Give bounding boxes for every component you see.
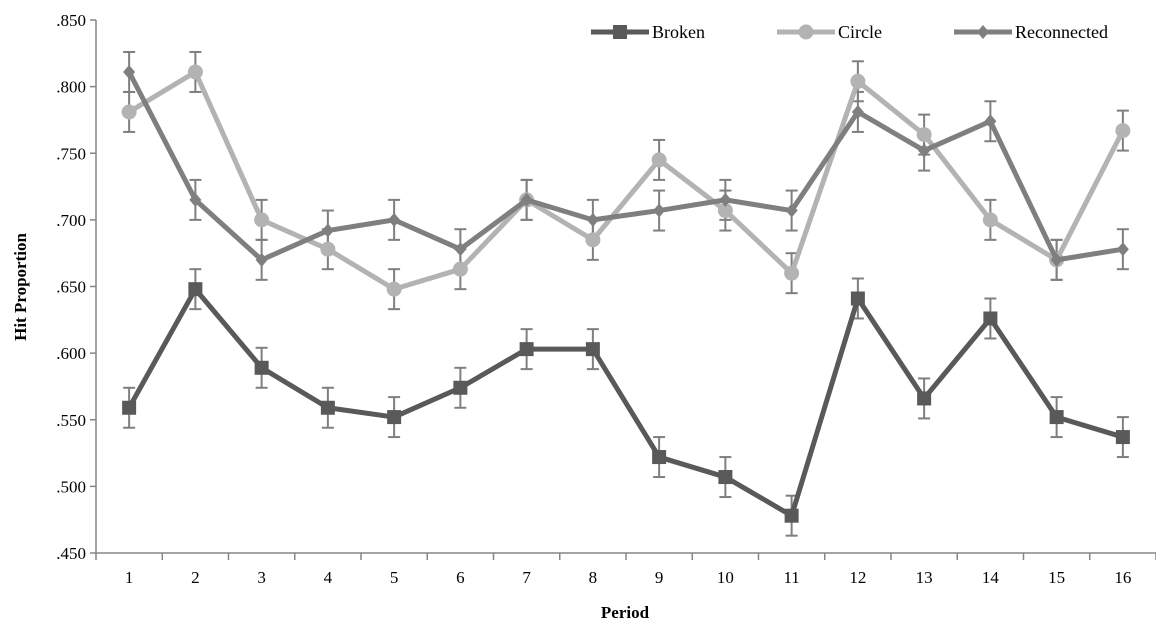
x-tick-label: 6 bbox=[456, 568, 465, 587]
y-tick-label: .800 bbox=[56, 78, 86, 97]
legend: Broken Circle Reconnected bbox=[591, 22, 1108, 42]
legend-label: Circle bbox=[838, 22, 882, 42]
data-point-broken bbox=[983, 311, 998, 326]
y-tick-label: .850 bbox=[56, 11, 86, 30]
x-tick-label: 11 bbox=[783, 568, 799, 587]
data-point-circle bbox=[187, 64, 203, 80]
data-point-broken bbox=[850, 291, 865, 306]
data-point-broken bbox=[254, 360, 269, 375]
x-tick-label: 3 bbox=[257, 568, 266, 587]
data-point-reconnected bbox=[851, 104, 864, 119]
data-point-broken bbox=[718, 470, 733, 485]
data-point-circle bbox=[452, 261, 468, 277]
x-axis-title: Period bbox=[601, 603, 650, 621]
y-tick-label: .550 bbox=[56, 411, 86, 430]
data-point-circle bbox=[386, 281, 402, 297]
data-point-circle bbox=[121, 104, 137, 120]
data-point-circle bbox=[784, 265, 800, 281]
data-point-broken bbox=[519, 342, 534, 357]
data-point-reconnected bbox=[454, 242, 467, 257]
legend-item-broken: Broken bbox=[591, 22, 705, 42]
data-point-broken bbox=[1115, 430, 1130, 445]
legend-marker bbox=[977, 25, 989, 39]
data-point-reconnected bbox=[1050, 252, 1063, 267]
data-point-broken bbox=[784, 508, 799, 523]
data-point-broken bbox=[585, 342, 600, 357]
data-point-reconnected bbox=[123, 64, 136, 79]
data-point-reconnected bbox=[984, 114, 997, 129]
y-tick-label: .500 bbox=[56, 477, 86, 496]
y-tick-label: .750 bbox=[56, 144, 86, 163]
x-tick-label: 1 bbox=[125, 568, 134, 587]
data-point-reconnected bbox=[255, 252, 268, 267]
data-point-broken bbox=[453, 380, 468, 395]
data-point-reconnected bbox=[785, 203, 798, 218]
x-tick-label: 2 bbox=[191, 568, 200, 587]
series-layer bbox=[121, 64, 1131, 523]
series-line-reconnected bbox=[126, 69, 1126, 263]
legend-item-circle: Circle bbox=[777, 22, 882, 42]
data-point-circle bbox=[717, 203, 733, 219]
series-broken bbox=[122, 282, 1130, 523]
legend-label: Broken bbox=[652, 22, 705, 42]
data-point-broken bbox=[1049, 410, 1064, 425]
data-point-broken bbox=[917, 391, 932, 406]
data-point-reconnected bbox=[189, 192, 202, 207]
x-tick-label: 14 bbox=[982, 568, 1000, 587]
y-axis-title: Hit Proportion bbox=[11, 233, 30, 341]
x-tick-label: 5 bbox=[390, 568, 399, 587]
data-point-broken bbox=[188, 282, 203, 297]
data-point-circle bbox=[320, 241, 336, 257]
x-tick-label: 15 bbox=[1048, 568, 1065, 587]
x-tick-label: 10 bbox=[717, 568, 734, 587]
data-point-reconnected bbox=[653, 203, 666, 218]
x-tick-label: 9 bbox=[655, 568, 664, 587]
x-tick-label: 4 bbox=[324, 568, 333, 587]
series-reconnected bbox=[123, 64, 1129, 267]
data-point-reconnected bbox=[1116, 242, 1129, 257]
data-point-circle bbox=[1115, 123, 1131, 139]
data-point-reconnected bbox=[321, 223, 334, 238]
data-point-broken bbox=[387, 410, 402, 425]
legend-item-reconnected: Reconnected bbox=[954, 22, 1108, 42]
y-tick-label: .600 bbox=[56, 344, 86, 363]
data-point-reconnected bbox=[586, 212, 599, 227]
legend-marker bbox=[613, 25, 627, 39]
legend-label: Reconnected bbox=[1015, 22, 1108, 42]
data-point-broken bbox=[652, 450, 667, 465]
y-tick-label: .450 bbox=[56, 544, 86, 563]
y-tick-label: .700 bbox=[56, 211, 86, 230]
data-point-broken bbox=[122, 400, 137, 415]
data-point-reconnected bbox=[520, 192, 533, 207]
y-tick-label: .650 bbox=[56, 278, 86, 297]
data-point-reconnected bbox=[918, 143, 931, 158]
data-point-circle bbox=[916, 127, 932, 143]
data-point-circle bbox=[585, 232, 601, 248]
data-point-circle bbox=[254, 212, 270, 228]
data-point-circle bbox=[982, 212, 998, 228]
x-tick-label: 13 bbox=[916, 568, 933, 587]
series-line-circle bbox=[126, 69, 1126, 292]
series-circle bbox=[121, 64, 1131, 297]
data-point-circle bbox=[651, 152, 667, 168]
series-line-broken bbox=[126, 286, 1126, 519]
x-tick-label: 16 bbox=[1114, 568, 1131, 587]
data-point-circle bbox=[850, 73, 866, 89]
data-point-reconnected bbox=[719, 192, 732, 207]
data-point-reconnected bbox=[388, 212, 401, 227]
legend-marker bbox=[798, 24, 814, 40]
data-point-broken bbox=[320, 400, 335, 415]
x-tick-label: 7 bbox=[522, 568, 531, 587]
x-tick-label: 8 bbox=[589, 568, 598, 587]
x-tick-label: 12 bbox=[849, 568, 866, 587]
